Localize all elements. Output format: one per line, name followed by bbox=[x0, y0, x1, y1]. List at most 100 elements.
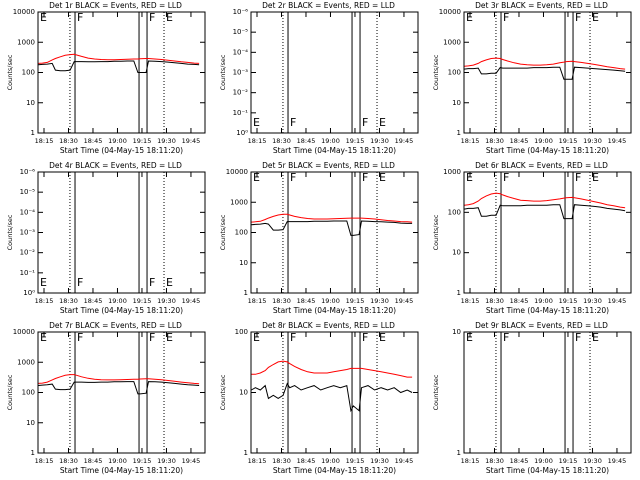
panel: Det 6r BLACK = Events, RED = LLD Counts/s… bbox=[432, 161, 632, 315]
y-tick-label: 10 bbox=[452, 99, 461, 107]
x-tick-label: 18:30 bbox=[59, 297, 78, 305]
plot-frame bbox=[250, 171, 419, 294]
x-tick-label: 18:15 bbox=[461, 137, 480, 145]
y-tick-label: 10⁻¹ bbox=[20, 269, 36, 277]
event-label: E bbox=[253, 116, 260, 129]
x-tick-label: 19:15 bbox=[346, 297, 365, 305]
event-label: F bbox=[149, 331, 155, 344]
y-tick-label: 1000 bbox=[17, 358, 35, 366]
x-tick-label: 19:30 bbox=[370, 297, 389, 305]
series-line bbox=[464, 204, 626, 220]
panel: Det 8r BLACK = Events, RED = LLD Counts/s… bbox=[219, 321, 419, 475]
event-label: E bbox=[379, 331, 386, 344]
event-label: E bbox=[253, 331, 260, 344]
y-axis-label: Counts/sec bbox=[432, 54, 440, 90]
event-label: F bbox=[77, 276, 83, 289]
y-tick-label: 10⁻¹ bbox=[233, 109, 249, 117]
plot-frame bbox=[463, 331, 632, 454]
plot-frame bbox=[463, 11, 632, 134]
x-tick-label: 19:30 bbox=[583, 457, 602, 465]
plot-frame bbox=[37, 331, 206, 454]
series-line bbox=[464, 192, 626, 209]
y-tick-label: 100 bbox=[22, 69, 35, 77]
x-tick-label: 18:45 bbox=[84, 457, 103, 465]
x-axis-label: Start Time (04-May-15 18:11:20) bbox=[486, 306, 609, 315]
x-tick-label: 18:45 bbox=[510, 457, 529, 465]
x-tick-label: 18:30 bbox=[272, 297, 291, 305]
event-label: F bbox=[503, 11, 509, 24]
y-tick-label: 10 bbox=[239, 259, 248, 267]
y-tick-label: 10⁰ bbox=[236, 129, 248, 137]
panel-title: Det 3r BLACK = Events, RED = LLD bbox=[475, 1, 608, 10]
event-label: E bbox=[253, 171, 260, 184]
y-tick-label: 100 bbox=[448, 69, 461, 77]
x-axis-label: Start Time (04-May-15 18:11:20) bbox=[486, 146, 609, 155]
y-axis-label: Counts/sec bbox=[219, 214, 227, 250]
series-line bbox=[251, 382, 413, 413]
event-label: F bbox=[77, 331, 83, 344]
x-tick-label: 18:30 bbox=[272, 457, 291, 465]
y-tick-label: 10 bbox=[239, 389, 248, 397]
y-tick-label: 10⁰ bbox=[23, 289, 35, 297]
y-tick-label: 1 bbox=[457, 129, 461, 137]
x-tick-label: 18:30 bbox=[485, 457, 504, 465]
panel: Det 3r BLACK = Events, RED = LLD Counts/s… bbox=[432, 1, 632, 155]
y-tick-label: 100 bbox=[448, 208, 461, 216]
event-label: F bbox=[290, 331, 296, 344]
x-tick-label: 18:15 bbox=[248, 457, 267, 465]
series-line bbox=[38, 53, 200, 64]
x-axis-label: Start Time (04-May-15 18:11:20) bbox=[273, 306, 396, 315]
x-tick-label: 19:30 bbox=[157, 457, 176, 465]
event-label: E bbox=[40, 276, 47, 289]
panel-title: Det 8r BLACK = Events, RED = LLD bbox=[262, 321, 395, 330]
x-tick-label: 19:00 bbox=[321, 457, 340, 465]
x-tick-label: 19:45 bbox=[608, 457, 627, 465]
plot-frame bbox=[250, 11, 419, 134]
x-tick-label: 18:15 bbox=[35, 457, 54, 465]
panel-title: Det 9r BLACK = Events, RED = LLD bbox=[475, 321, 608, 330]
x-tick-label: 18:45 bbox=[84, 297, 103, 305]
y-tick-label: 1000 bbox=[443, 38, 461, 46]
y-tick-label: 10⁻² bbox=[233, 89, 249, 97]
event-label: F bbox=[77, 11, 83, 24]
x-tick-label: 19:30 bbox=[583, 297, 602, 305]
x-tick-label: 19:00 bbox=[108, 457, 127, 465]
x-tick-label: 19:15 bbox=[346, 137, 365, 145]
x-tick-label: 19:15 bbox=[346, 457, 365, 465]
x-axis-label: Start Time (04-May-15 18:11:20) bbox=[60, 146, 183, 155]
plot-frame bbox=[250, 331, 419, 454]
plot-frame bbox=[463, 171, 632, 294]
y-tick-label: 10⁻⁵ bbox=[233, 28, 249, 36]
panel-title: Det 4r BLACK = Events, RED = LLD bbox=[49, 161, 182, 170]
event-label: E bbox=[466, 331, 473, 344]
y-axis-label: Counts/sec bbox=[219, 54, 227, 90]
y-tick-label: 10⁻⁴ bbox=[20, 208, 36, 216]
y-tick-label: 1000 bbox=[443, 168, 461, 176]
x-axis-label: Start Time (04-May-15 18:11:20) bbox=[486, 466, 609, 475]
event-label: E bbox=[40, 331, 47, 344]
series-line bbox=[38, 381, 200, 395]
event-label: F bbox=[362, 171, 368, 184]
event-label: F bbox=[575, 11, 581, 24]
event-label: F bbox=[290, 171, 296, 184]
series-line bbox=[251, 220, 413, 236]
panel: Det 4r BLACK = Events, RED = LLD Counts/s… bbox=[6, 161, 206, 315]
y-tick-label: 100 bbox=[235, 328, 248, 336]
x-tick-label: 19:30 bbox=[370, 457, 389, 465]
y-tick-label: 1 bbox=[31, 449, 35, 457]
x-axis-label: Start Time (04-May-15 18:11:20) bbox=[60, 466, 183, 475]
x-tick-label: 18:45 bbox=[84, 137, 103, 145]
y-tick-label: 10⁻⁵ bbox=[20, 188, 36, 196]
y-tick-label: 10⁻³ bbox=[20, 229, 36, 237]
x-tick-label: 18:30 bbox=[485, 137, 504, 145]
y-tick-label: 10000 bbox=[13, 328, 35, 336]
y-tick-label: 10⁻⁶ bbox=[233, 8, 249, 16]
x-tick-label: 19:00 bbox=[534, 137, 553, 145]
x-tick-label: 19:15 bbox=[559, 297, 578, 305]
x-tick-label: 18:15 bbox=[248, 297, 267, 305]
event-label: E bbox=[166, 11, 173, 24]
x-tick-label: 19:00 bbox=[321, 297, 340, 305]
y-tick-label: 1 bbox=[457, 449, 461, 457]
